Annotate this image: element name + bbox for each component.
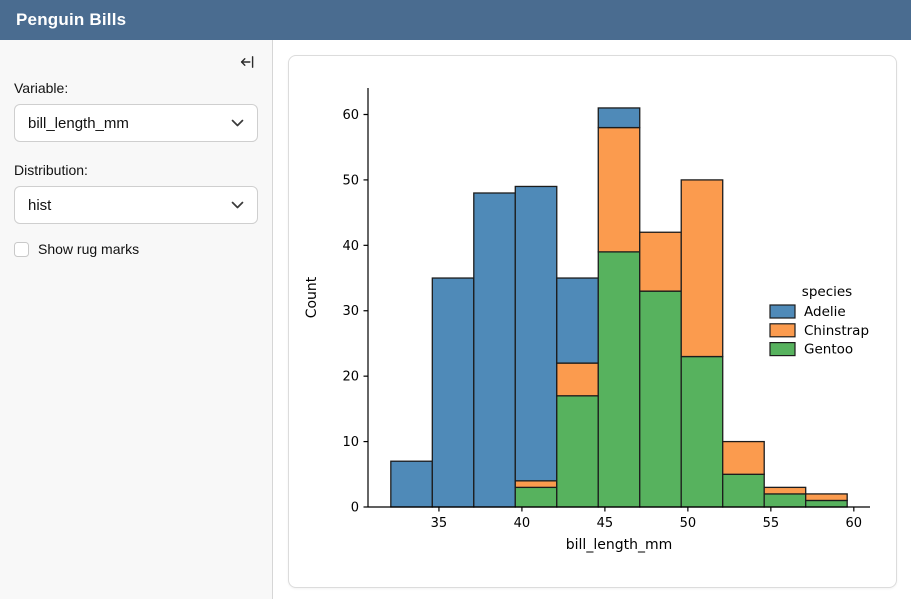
- hist-bar-segment-chinstrap: [597, 126, 641, 253]
- x-axis-label: bill_length_mm: [566, 537, 672, 553]
- y-tick-label: 20: [342, 370, 359, 385]
- collapse-left-icon: [239, 54, 255, 75]
- main-panel: 35 40 45 50 55 60 0 10 20 30 40 50 60 bill_length_mm C…: [273, 40, 911, 599]
- hist-bar-segment-chinstrap: [556, 362, 599, 397]
- legend-swatch-adelie: [769, 304, 796, 319]
- hist-bar-segment-chinstrap: [680, 179, 724, 358]
- hist-bar-segment-adelie: [556, 277, 599, 364]
- x-tick-label: 50: [680, 516, 697, 531]
- histogram-chart: 35 40 45 50 55 60 0 10 20 30 40 50 60 bill_length_mm C…: [304, 88, 870, 553]
- chevron-down-icon: [231, 201, 244, 209]
- hist-bar-segment-chinstrap: [805, 493, 848, 502]
- legend-swatch-gentoo: [769, 342, 796, 357]
- x-tick-label: 45: [597, 516, 614, 531]
- hist-bar-segment-adelie: [597, 107, 641, 129]
- distribution-label: Distribution:: [14, 162, 88, 178]
- app-header: Penguin Bills: [0, 0, 911, 40]
- legend-label: Chinstrap: [804, 323, 869, 339]
- x-tick-label: 55: [763, 516, 780, 531]
- content-row: Variable: bill_length_mm Distribution: h…: [0, 40, 911, 599]
- page-title: Penguin Bills: [16, 10, 127, 29]
- hist-bar-segment-adelie: [514, 185, 558, 482]
- legend-label: Adelie: [804, 304, 846, 320]
- hist-bar-segment-chinstrap: [763, 486, 807, 495]
- x-tick-label: 60: [846, 516, 863, 531]
- sidebar-toolbar: [14, 54, 258, 74]
- x-tick-label: 35: [431, 516, 448, 531]
- chevron-down-icon: [231, 119, 244, 127]
- hist-bar-segment-gentoo: [597, 251, 641, 508]
- hist-bar-segment-chinstrap: [514, 480, 558, 489]
- sidebar-collapse-button[interactable]: [236, 54, 258, 74]
- hist-bar-segment-gentoo: [805, 499, 848, 508]
- y-tick-label: 40: [342, 239, 359, 254]
- hist-bar-segment-chinstrap: [639, 231, 682, 292]
- variable-select[interactable]: bill_length_mm: [14, 104, 258, 142]
- sidebar: Variable: bill_length_mm Distribution: h…: [0, 40, 273, 599]
- rug-marks-row: Show rug marks: [14, 241, 258, 257]
- y-tick-label: 60: [342, 108, 359, 123]
- y-tick-label: 10: [342, 435, 359, 450]
- rug-marks-label: Show rug marks: [38, 241, 140, 257]
- y-tick-label: 30: [342, 304, 359, 319]
- hist-bar-segment-gentoo: [763, 493, 807, 508]
- distribution-select[interactable]: hist: [14, 186, 258, 224]
- legend-label: Gentoo: [804, 342, 853, 358]
- plot-card: 35 40 45 50 55 60 0 10 20 30 40 50 60 bill_length_mm C…: [288, 55, 897, 588]
- y-tick-label: 0: [351, 501, 359, 516]
- legend-swatch-chinstrap: [769, 323, 796, 338]
- hist-bar-segment-gentoo: [514, 486, 558, 508]
- x-tick-label: 40: [514, 516, 531, 531]
- hist-bar-segment-chinstrap: [722, 440, 765, 475]
- hist-bar-segment-adelie: [390, 460, 433, 508]
- variable-select-value: bill_length_mm: [28, 114, 129, 132]
- y-tick-label: 50: [342, 173, 359, 188]
- hist-bar-segment-adelie: [431, 277, 475, 508]
- hist-bar-segment-gentoo: [556, 395, 599, 508]
- distribution-select-value: hist: [28, 196, 52, 214]
- rug-marks-checkbox[interactable]: [14, 241, 29, 257]
- hist-bar-segment-gentoo: [639, 290, 682, 508]
- hist-bar-segment-gentoo: [722, 473, 765, 508]
- variable-label: Variable:: [14, 80, 69, 96]
- legend-title: species: [802, 284, 852, 300]
- hist-bar-segment-adelie: [473, 192, 516, 508]
- hist-bar-segment-gentoo: [680, 355, 724, 508]
- y-axis-label: Count: [304, 276, 320, 318]
